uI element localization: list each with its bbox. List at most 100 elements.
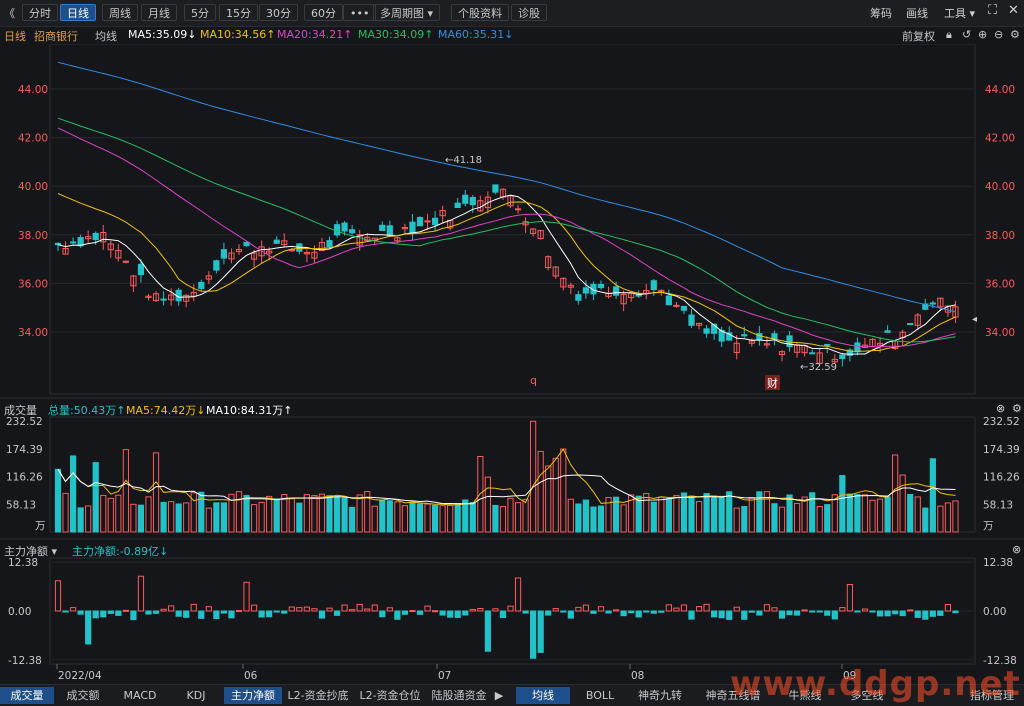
flow-bar [514, 577, 522, 612]
candle-body [560, 277, 567, 288]
indicator-tab-0[interactable]: 成交量 [0, 687, 54, 704]
overlay-tab-6[interactable]: 指标管理 [970, 689, 1014, 702]
indicator-tab-5[interactable]: L2-资金抄底 [287, 689, 349, 702]
flow-bar [454, 610, 461, 618]
candle-body [809, 352, 816, 355]
candle-body [884, 330, 891, 333]
close-icon[interactable]: ✕ [1008, 3, 1019, 18]
volume-bar [741, 506, 748, 533]
volume-bar [892, 454, 899, 533]
flow-bar [364, 608, 371, 612]
candle-body [77, 237, 84, 247]
indicator-tab-3[interactable]: KDJ [186, 689, 206, 702]
adjust-label[interactable]: 前复权 [902, 30, 935, 43]
volume-bar [635, 495, 642, 533]
lock-icon[interactable]: 🔒︎ [946, 28, 952, 41]
flow-bar [69, 607, 77, 612]
volume-unit: 万 [983, 520, 994, 532]
flow-bar [349, 609, 356, 612]
toolbar-tab-3[interactable]: 月线 [141, 4, 177, 21]
volume-tick-left: 232.52 [6, 416, 43, 428]
volume-bar [190, 492, 197, 533]
toolbar-tab-7[interactable]: 60分 [304, 4, 343, 21]
volume-bar [756, 491, 763, 533]
volume-bar [492, 504, 499, 533]
flow-bar [296, 607, 303, 612]
candle-body [824, 343, 831, 346]
zoom-out-icon[interactable]: ⊖ [994, 28, 1004, 41]
candle-body [349, 229, 356, 234]
volume-bar [296, 502, 303, 533]
toolbar-tab-2[interactable]: 周线 [102, 4, 138, 21]
candle-body [688, 314, 695, 326]
candle-body [250, 252, 258, 260]
candle-body [220, 249, 228, 259]
toolbar-tab-10[interactable]: 个股资料 [451, 4, 509, 21]
more-arrow-icon[interactable]: ▶ [494, 689, 504, 702]
flow-bar [658, 610, 665, 613]
flow-bar [695, 606, 703, 612]
volume-bar [522, 499, 529, 533]
overlay-tab-1[interactable]: BOLL [585, 689, 615, 702]
indicator-tab-1[interactable]: 成交额 [66, 689, 100, 702]
overlay-tab-5[interactable]: 多空线 [850, 689, 884, 702]
flow-bar [650, 610, 657, 614]
candle-body [695, 322, 703, 326]
volume-bar [364, 491, 371, 533]
volume-bar [152, 452, 160, 533]
flow-bar [62, 610, 69, 613]
avg-label: 均线 [95, 30, 117, 43]
toolbar-tab-8[interactable]: ••• [343, 4, 377, 21]
toolbar-tab-0[interactable]: 分时 [22, 4, 58, 21]
candle-body [854, 342, 861, 353]
overlay-tab-0[interactable]: 均线 [516, 687, 570, 704]
close-icon[interactable]: ⊗ [996, 402, 1006, 415]
toolbar-tab-5[interactable]: 15分 [219, 4, 258, 21]
toolbar-tab-6[interactable]: 30分 [259, 4, 298, 21]
period-label: 日线 [4, 30, 26, 43]
back-icon[interactable]: 《 [4, 7, 15, 20]
zoom-in-icon[interactable]: ⊕ [978, 28, 988, 41]
close-icon[interactable]: ⊗ [1012, 543, 1022, 556]
draw-button[interactable]: 画线 [906, 7, 928, 20]
volume-bar [228, 493, 235, 533]
chips-button[interactable]: 筹码 [870, 7, 892, 20]
toolbar-tab-9[interactable]: 多周期图 ▾ [373, 4, 441, 21]
overlay-tab-2[interactable]: 神奇九转 [638, 689, 682, 702]
indicator-tab-2[interactable]: MACD [123, 689, 157, 702]
flow-bar [733, 606, 740, 612]
flow-bar [937, 610, 944, 616]
volume-tick-left: 58.13 [6, 499, 36, 511]
indicator-tab-7[interactable]: 陆股通资金 [431, 689, 487, 702]
toolbar-tab-1[interactable]: 日线 [60, 4, 96, 21]
flow-bar [499, 610, 507, 619]
volume-ma10-line [57, 469, 956, 505]
fullscreen-icon[interactable]: ⛶ [988, 3, 998, 18]
candle-body [778, 351, 786, 356]
overlay-tab-3[interactable]: 神奇五线谱 [705, 689, 761, 702]
flow-bar [341, 604, 348, 612]
indicator-tab-4[interactable]: 主力净额 [224, 687, 282, 704]
toolbar-tab-4[interactable]: 5分 [184, 4, 216, 21]
toolbar-tab-11[interactable]: 诊股 [511, 4, 547, 21]
flow-bar [643, 610, 650, 613]
settings-icon[interactable]: ⚙ [1012, 402, 1022, 415]
settings-icon[interactable]: ⚙ [1010, 28, 1020, 41]
volume-tick-left: 174.39 [6, 444, 43, 456]
overlay-tab-4[interactable]: 牛熊线 [788, 689, 822, 702]
low-annotation: ←32.59 [800, 362, 837, 373]
candle-body [439, 210, 446, 217]
volume-bar [122, 449, 129, 533]
flow-bar [560, 610, 567, 613]
flow-bar [869, 610, 876, 613]
flow-title[interactable]: 主力净额 ▾ [4, 545, 58, 558]
tools-button[interactable]: 工具 ▾ [944, 7, 976, 20]
flow-bar [597, 606, 605, 612]
indicator-tab-6[interactable]: L2-资金仓位 [359, 689, 421, 702]
flow-bar [439, 610, 446, 616]
flow-bar [839, 607, 846, 612]
ma10-value: MA10:34.56↑ [200, 28, 276, 41]
flow-bar [628, 610, 635, 614]
undo-icon[interactable]: ↺ [962, 28, 972, 41]
volume-tick-right: 174.39 [983, 444, 1020, 456]
